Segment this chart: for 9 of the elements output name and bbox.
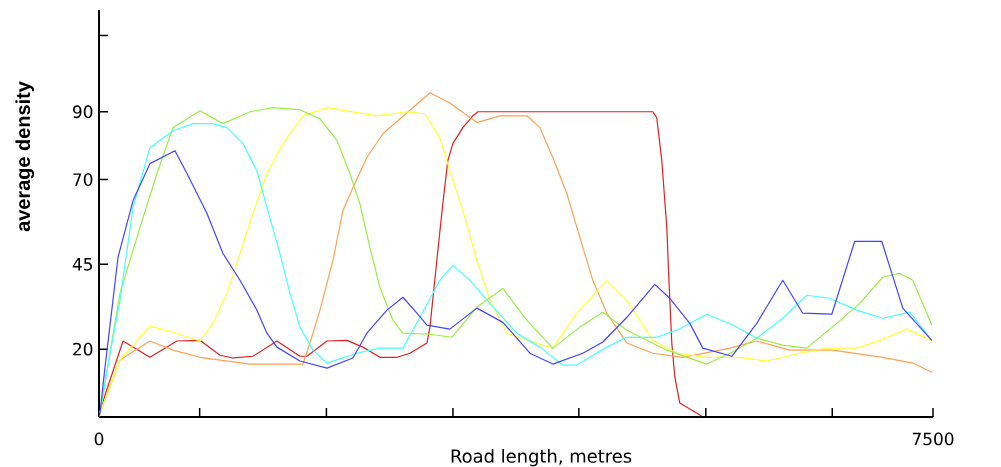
y-tick-label: 70 [73,173,93,186]
x-tick-label: 7500 [912,432,954,446]
y-tick-label: 45 [72,258,93,271]
x-axis-title: Road length, metres [451,449,632,467]
y-axis-title: average density [15,81,35,232]
x-tick-label: 0 [94,432,104,446]
y-tick-label: 90 [73,105,93,119]
line-series [99,111,703,417]
y-tick-label: 20 [73,342,93,356]
